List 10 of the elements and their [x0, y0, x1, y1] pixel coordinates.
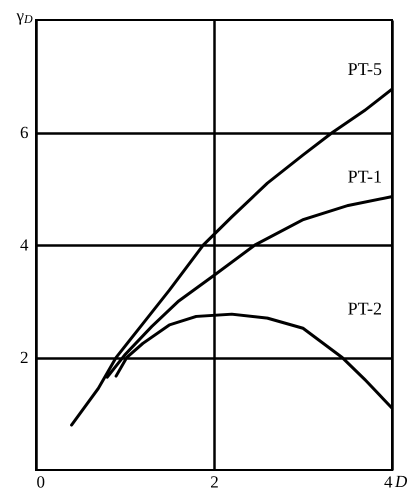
x-tick-label: 0	[36, 472, 45, 492]
y-tick-label: 6	[20, 123, 28, 142]
y-tick-label: 2	[20, 348, 28, 367]
x-tick-label: 4	[384, 472, 393, 492]
x-axis-title: D	[394, 472, 408, 491]
series-label: PT-2	[348, 298, 382, 318]
x-tick-label: 2	[210, 472, 219, 492]
series-label: PT-1	[348, 166, 382, 187]
y-tick-label: 4	[20, 236, 29, 254]
series-label: PT-5	[348, 59, 382, 80]
